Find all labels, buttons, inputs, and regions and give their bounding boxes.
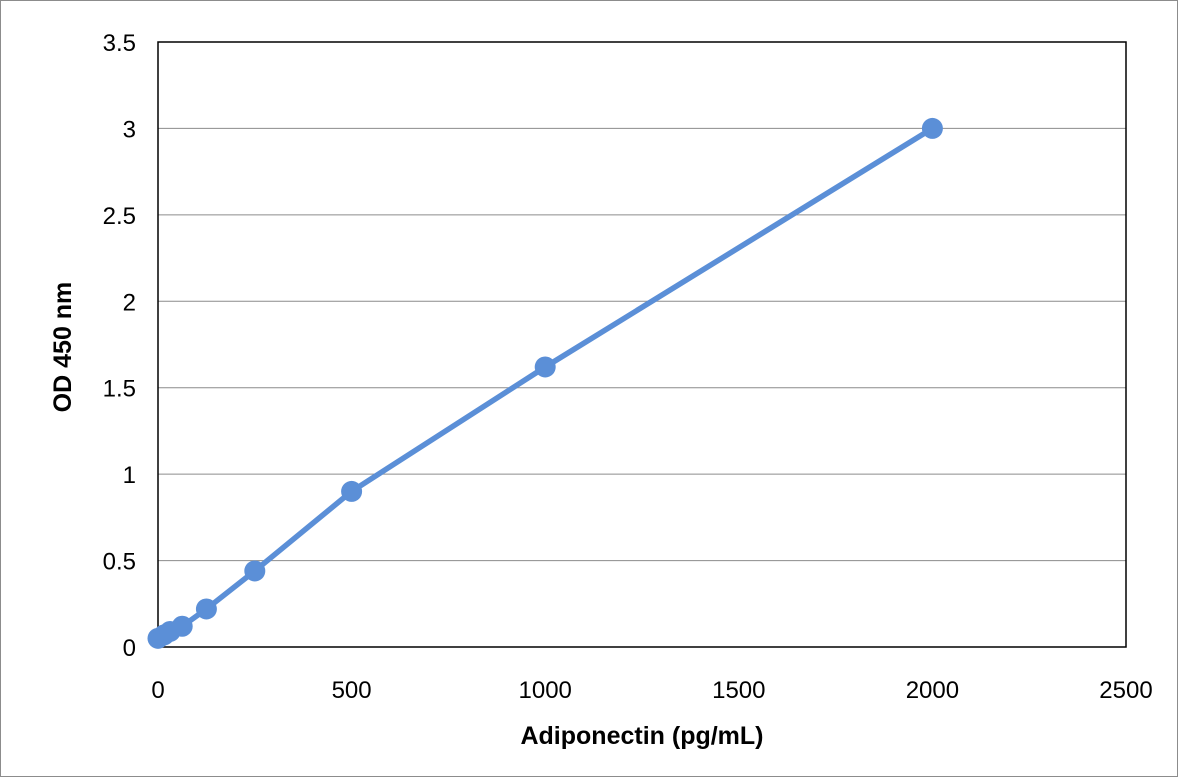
x-tick-label: 2000: [906, 677, 959, 704]
data-series: [147, 117, 943, 649]
y-tick-label: 1: [123, 462, 136, 489]
grid-lines: [158, 127, 1126, 562]
data-point: [171, 615, 193, 637]
data-point: [195, 598, 217, 620]
plot-area: [157, 41, 1127, 648]
y-tick-label: 0.5: [103, 549, 136, 576]
y-tick-label: 1.5: [103, 376, 136, 403]
data-point: [534, 356, 556, 378]
y-tick-label: 3.5: [103, 30, 136, 57]
data-point: [341, 480, 363, 502]
x-tick-label: 500: [332, 677, 372, 704]
y-tick-label: 2: [123, 289, 136, 316]
x-tick-label: 2500: [1099, 677, 1152, 704]
x-tick-label: 0: [151, 677, 164, 704]
data-point: [921, 117, 943, 139]
x-tick-label: 1500: [712, 677, 765, 704]
data-point: [244, 560, 266, 582]
x-tick-label: 1000: [519, 677, 572, 704]
x-axis-ticks: 0 500 1000 1500 2000 2500: [151, 677, 1152, 704]
y-axis-title: OD 450 nm: [49, 282, 77, 413]
y-tick-label: 0: [123, 635, 136, 662]
y-tick-label: 3: [123, 116, 136, 143]
y-axis-ticks: 0 0.5 1 1.5 2 2.5 3 3.5: [103, 30, 136, 662]
x-axis-title: Adiponectin (pg/mL): [520, 722, 763, 750]
series-line: [155, 125, 936, 642]
y-tick-label: 2.5: [103, 203, 136, 230]
